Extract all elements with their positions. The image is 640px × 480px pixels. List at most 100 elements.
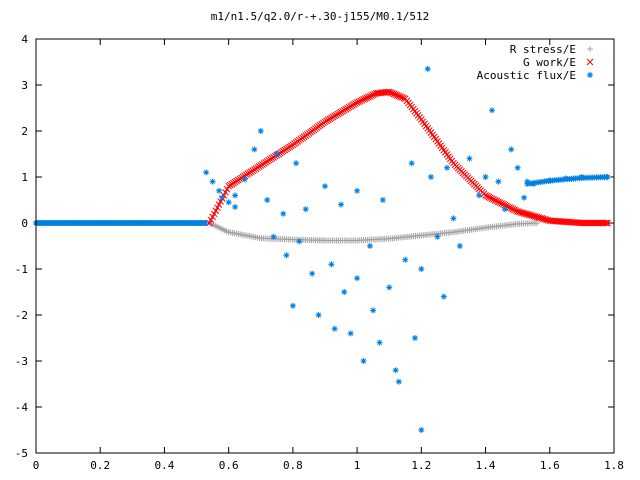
legend-swatch <box>587 46 593 52</box>
g-work-point <box>482 192 489 199</box>
g-work-point <box>369 91 377 99</box>
acoustic-flux-point <box>203 169 210 176</box>
acoustic-flux-point <box>427 174 434 180</box>
plot-frame <box>35 38 615 454</box>
y-tick-label: -2 <box>15 309 28 322</box>
legend-label: Acoustic flux/E <box>477 69 576 82</box>
axis-ticks: 0 0.2 0.4 0.6 0.8 1 1.2 1.4 1.6 1.8 4 3 2 1 0 -1 -2 -3 -4 -… <box>15 33 624 472</box>
acoustic-flux-point <box>411 335 418 341</box>
series-g-work <box>206 88 611 227</box>
acoustic-flux-point <box>209 178 216 185</box>
acoustic-flux-point <box>360 358 367 364</box>
g-work-point <box>498 200 505 207</box>
y-tick-label: 3 <box>21 79 28 92</box>
x-tick-label: 1.2 <box>411 459 431 472</box>
g-work-point <box>583 219 591 227</box>
acoustic-flux-point <box>395 378 402 385</box>
acoustic-flux-point <box>202 220 209 226</box>
acoustic-flux-point <box>440 293 447 300</box>
acoustic-flux-point <box>521 194 528 201</box>
g-work-point <box>589 219 597 227</box>
acoustic-flux-point <box>476 192 483 199</box>
y-tick-label: 1 <box>21 171 28 184</box>
y-tick-label: 0 <box>21 217 28 230</box>
g-work-point <box>483 192 491 200</box>
g-work-point <box>578 219 586 227</box>
y-tick-label: 2 <box>21 125 28 138</box>
acoustic-flux-point <box>603 174 610 181</box>
acoustic-flux-point <box>450 215 457 222</box>
g-work-point <box>591 219 599 227</box>
acoustic-flux-point <box>501 206 508 213</box>
legend-label: R stress/E <box>510 43 576 56</box>
legend-swatch <box>586 58 594 66</box>
g-work-point <box>597 219 605 227</box>
acoustic-flux-point <box>293 160 300 167</box>
acoustic-flux-point <box>225 199 232 206</box>
acoustic-flux-point <box>315 312 322 318</box>
g-work-point <box>355 98 363 106</box>
g-work-point <box>581 219 589 227</box>
g-work-point <box>604 219 611 227</box>
acoustic-flux-point <box>418 427 425 433</box>
acoustic-flux-point <box>251 146 258 153</box>
g-work-point <box>366 92 374 100</box>
g-work-point <box>584 219 592 227</box>
g-work-point <box>485 193 493 201</box>
g-work-point <box>495 198 502 206</box>
acoustic-flux-point <box>495 178 502 185</box>
acoustic-flux-point <box>434 233 441 240</box>
g-work-point <box>487 194 494 202</box>
x-tick-label: 0.4 <box>155 459 175 472</box>
acoustic-flux-point <box>488 107 495 114</box>
series-layer <box>33 65 611 433</box>
g-work-point <box>596 219 603 227</box>
g-work-point <box>580 219 587 227</box>
g-work-point <box>490 196 497 203</box>
acoustic-flux-point <box>341 289 348 295</box>
acoustic-flux-point <box>354 187 361 194</box>
series-acoustic-flux <box>33 65 611 433</box>
acoustic-flux-point <box>216 187 223 194</box>
acoustic-flux-point <box>402 256 409 263</box>
acoustic-flux-point <box>508 146 515 153</box>
acoustic-flux-point <box>232 192 239 199</box>
legend-label: G work/E <box>523 56 576 69</box>
g-work-point <box>360 96 367 103</box>
acoustic-flux-point <box>302 206 309 213</box>
acoustic-flux-point <box>270 233 277 240</box>
g-work-point <box>363 94 371 102</box>
acoustic-flux-point <box>482 174 489 180</box>
legend-swatch <box>587 72 593 78</box>
g-work-point <box>493 197 501 205</box>
g-work-point <box>353 99 361 106</box>
g-work-point <box>496 199 504 206</box>
acoustic-flux-point <box>273 151 280 157</box>
acoustic-flux-point <box>296 238 303 245</box>
acoustic-flux-point <box>241 176 248 183</box>
y-tick-label: -5 <box>15 447 28 460</box>
acoustic-flux-point <box>219 194 226 201</box>
acoustic-flux-point <box>232 203 239 210</box>
g-work-point <box>594 219 602 227</box>
acoustic-flux-point <box>444 164 451 171</box>
y-tick-label: -4 <box>15 401 29 414</box>
g-work-point <box>511 206 518 214</box>
g-work-point <box>599 219 607 227</box>
acoustic-flux-point <box>466 155 473 162</box>
acoustic-flux-point <box>347 330 354 337</box>
series-r-stress <box>206 220 540 244</box>
g-work-point <box>602 219 610 227</box>
acoustic-flux-point <box>264 197 271 203</box>
acoustic-flux-point <box>280 210 287 217</box>
r-stress-point <box>533 220 540 226</box>
acoustic-flux-point <box>338 201 345 208</box>
g-work-point <box>361 95 369 103</box>
acoustic-flux-point <box>386 284 393 291</box>
acoustic-flux-point <box>289 302 296 309</box>
acoustic-flux-point <box>309 270 316 277</box>
g-work-point <box>509 205 517 213</box>
g-work-point <box>507 204 515 212</box>
